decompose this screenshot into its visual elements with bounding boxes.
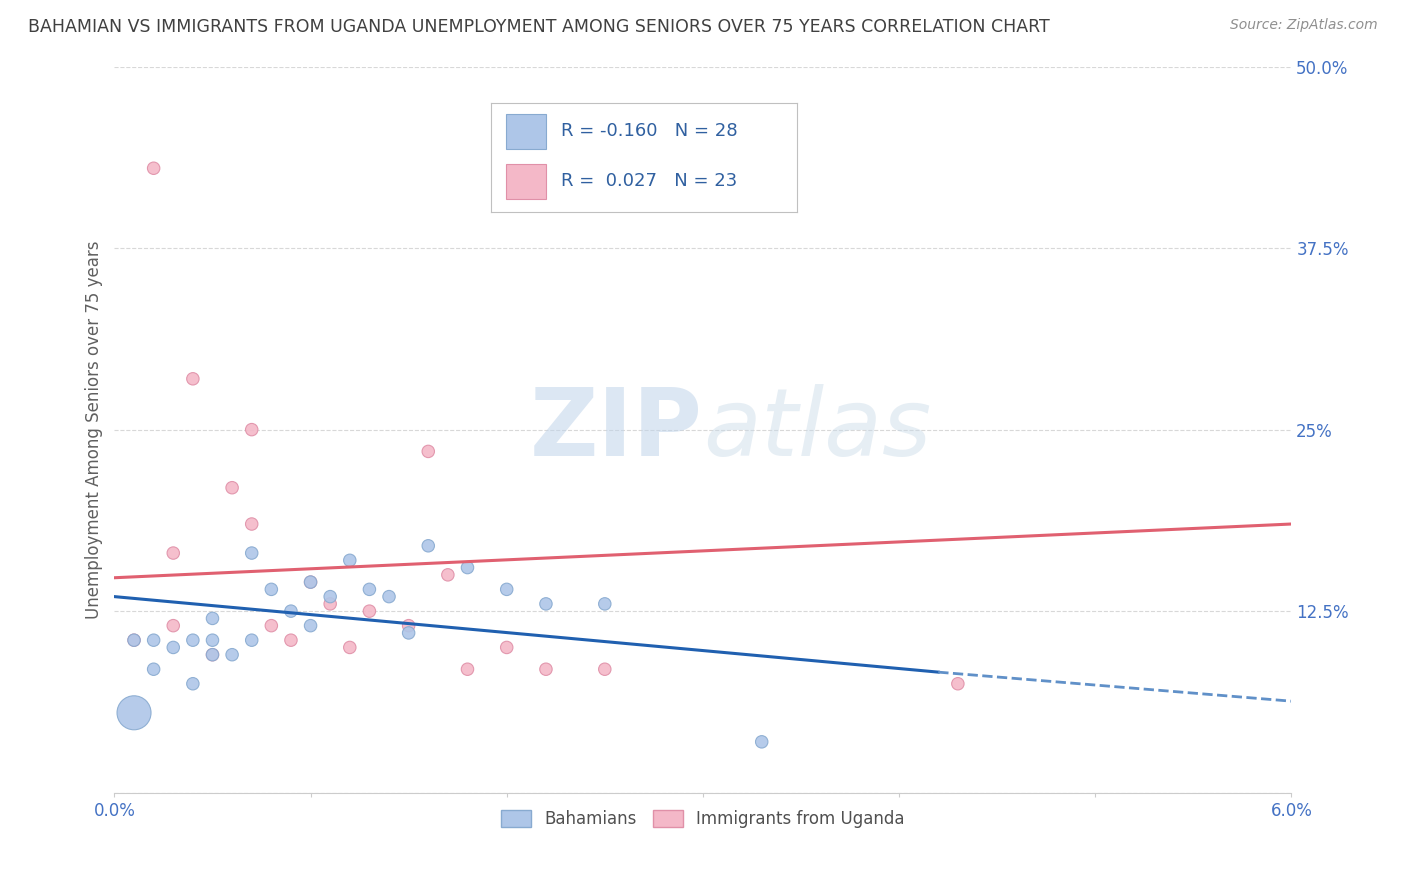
Point bbox=[181, 677, 204, 691]
Point bbox=[495, 582, 517, 597]
Point bbox=[162, 640, 184, 655]
Point bbox=[319, 590, 342, 604]
Text: Source: ZipAtlas.com: Source: ZipAtlas.com bbox=[1230, 18, 1378, 32]
Point bbox=[299, 618, 322, 632]
Point bbox=[299, 575, 322, 590]
Point bbox=[142, 161, 165, 176]
Point bbox=[201, 648, 224, 662]
Point bbox=[534, 662, 557, 676]
Text: BAHAMIAN VS IMMIGRANTS FROM UGANDA UNEMPLOYMENT AMONG SENIORS OVER 75 YEARS CORR: BAHAMIAN VS IMMIGRANTS FROM UGANDA UNEMP… bbox=[28, 18, 1050, 36]
Point bbox=[142, 633, 165, 648]
Point bbox=[339, 553, 361, 567]
Point bbox=[456, 662, 478, 676]
Point bbox=[437, 567, 460, 582]
Point bbox=[201, 633, 224, 648]
Point bbox=[418, 444, 440, 458]
Point bbox=[201, 648, 224, 662]
Point bbox=[280, 633, 302, 648]
Point bbox=[162, 618, 184, 632]
Point bbox=[221, 481, 243, 495]
Point bbox=[418, 539, 440, 553]
Point bbox=[319, 597, 342, 611]
Point bbox=[593, 662, 616, 676]
Point bbox=[299, 575, 322, 590]
Y-axis label: Unemployment Among Seniors over 75 years: Unemployment Among Seniors over 75 years bbox=[86, 240, 103, 619]
Point bbox=[593, 597, 616, 611]
Point bbox=[280, 604, 302, 618]
Point bbox=[122, 633, 145, 648]
Point bbox=[456, 560, 478, 574]
Point bbox=[240, 546, 263, 560]
Point bbox=[359, 604, 381, 618]
Point bbox=[240, 423, 263, 437]
Point bbox=[495, 640, 517, 655]
Point bbox=[946, 677, 969, 691]
Point bbox=[398, 618, 420, 632]
Point bbox=[260, 618, 283, 632]
Point bbox=[162, 546, 184, 560]
Point bbox=[378, 590, 401, 604]
Point bbox=[534, 597, 557, 611]
Point bbox=[398, 626, 420, 640]
Point bbox=[221, 648, 243, 662]
Point bbox=[751, 735, 773, 749]
Legend: Bahamians, Immigrants from Uganda: Bahamians, Immigrants from Uganda bbox=[494, 804, 911, 835]
Point bbox=[122, 633, 145, 648]
Point bbox=[181, 633, 204, 648]
Point bbox=[260, 582, 283, 597]
Text: ZIP: ZIP bbox=[530, 384, 703, 475]
Point bbox=[201, 611, 224, 625]
Point bbox=[339, 640, 361, 655]
Point bbox=[122, 706, 145, 720]
Text: atlas: atlas bbox=[703, 384, 931, 475]
Point bbox=[240, 516, 263, 531]
Point bbox=[142, 662, 165, 676]
Point bbox=[359, 582, 381, 597]
Point bbox=[181, 372, 204, 386]
Point bbox=[240, 633, 263, 648]
